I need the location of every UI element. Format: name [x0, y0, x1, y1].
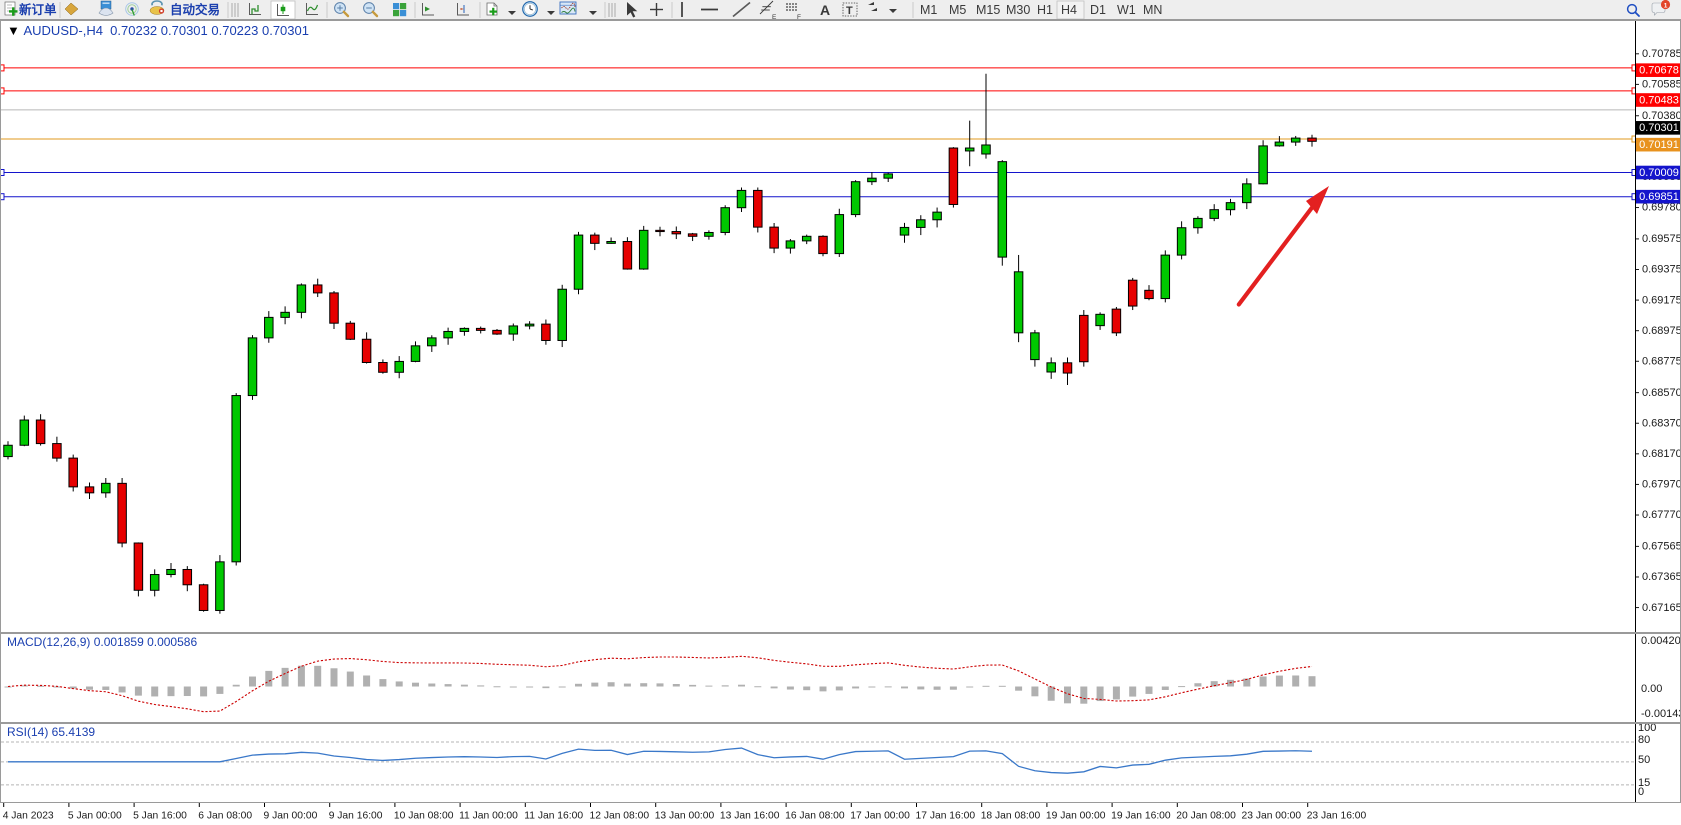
svg-text:5 Jan 00:00: 5 Jan 00:00 — [68, 811, 122, 822]
svg-text:23 Jan 16:00: 23 Jan 16:00 — [1307, 811, 1367, 822]
svg-text:10 Jan 08:00: 10 Jan 08:00 — [394, 811, 454, 822]
svg-text:0.68570: 0.68570 — [1642, 387, 1681, 399]
svg-text:0.67365: 0.67365 — [1642, 571, 1681, 583]
svg-text:M1: M1 — [920, 3, 937, 17]
svg-text:0.68975: 0.68975 — [1642, 325, 1681, 337]
svg-text:23 Jan 00:00: 23 Jan 00:00 — [1242, 811, 1302, 822]
svg-text:0.67970: 0.67970 — [1642, 479, 1681, 491]
svg-text:6 Jan 08:00: 6 Jan 08:00 — [198, 811, 252, 822]
svg-text:0.68170: 0.68170 — [1642, 448, 1681, 460]
svg-text:9 Jan 16:00: 9 Jan 16:00 — [329, 811, 383, 822]
svg-text:4 Jan 2023: 4 Jan 2023 — [3, 811, 54, 822]
svg-text:0.70009: 0.70009 — [1639, 167, 1679, 179]
svg-text:自动交易: 自动交易 — [170, 2, 220, 17]
svg-text:13 Jan 16:00: 13 Jan 16:00 — [720, 811, 780, 822]
svg-text:11 Jan 00:00: 11 Jan 00:00 — [459, 811, 518, 822]
svg-text:19 Jan 00:00: 19 Jan 00:00 — [1046, 811, 1106, 822]
svg-text:M30: M30 — [1006, 3, 1030, 17]
svg-text:MN: MN — [1143, 3, 1162, 17]
svg-text:0.70678: 0.70678 — [1639, 65, 1679, 77]
svg-text:M15: M15 — [976, 3, 1000, 17]
svg-text:0.69851: 0.69851 — [1639, 191, 1679, 203]
svg-text:17 Jan 00:00: 17 Jan 00:00 — [850, 811, 910, 822]
svg-text:0.67565: 0.67565 — [1642, 541, 1681, 553]
svg-text:D1: D1 — [1090, 3, 1106, 17]
svg-text:0.69175: 0.69175 — [1642, 294, 1681, 306]
svg-text:0.69780: 0.69780 — [1642, 202, 1681, 214]
svg-text:H4: H4 — [1061, 3, 1077, 17]
svg-text:0.70380: 0.70380 — [1642, 110, 1681, 122]
svg-text:0.67165: 0.67165 — [1642, 602, 1681, 614]
svg-text:18 Jan 08:00: 18 Jan 08:00 — [981, 811, 1041, 822]
svg-text:9 Jan 00:00: 9 Jan 00:00 — [264, 811, 318, 822]
svg-text:0.69575: 0.69575 — [1642, 233, 1681, 245]
svg-text:0.70585: 0.70585 — [1642, 79, 1681, 91]
svg-text:20 Jan 08:00: 20 Jan 08:00 — [1176, 811, 1236, 822]
svg-text:M5: M5 — [949, 3, 966, 17]
svg-text:17 Jan 16:00: 17 Jan 16:00 — [916, 811, 976, 822]
svg-text:0.68370: 0.68370 — [1642, 417, 1681, 429]
svg-text:19 Jan 16:00: 19 Jan 16:00 — [1111, 811, 1171, 822]
svg-text:12 Jan 08:00: 12 Jan 08:00 — [590, 811, 650, 822]
svg-text:0.67770: 0.67770 — [1642, 509, 1681, 521]
svg-text:0.70483: 0.70483 — [1639, 94, 1679, 106]
svg-text:T: T — [846, 5, 853, 17]
svg-text:0.68775: 0.68775 — [1642, 355, 1681, 367]
svg-text:0.69375: 0.69375 — [1642, 264, 1681, 276]
svg-text:11 Jan 16:00: 11 Jan 16:00 — [524, 811, 583, 822]
svg-text:H1: H1 — [1037, 3, 1053, 17]
svg-text:A: A — [820, 2, 830, 18]
svg-text:13 Jan 00:00: 13 Jan 00:00 — [655, 811, 715, 822]
svg-text:新订单: 新订单 — [19, 2, 57, 17]
svg-text:0.70301: 0.70301 — [1639, 122, 1679, 134]
svg-text:1: 1 — [1664, 2, 1668, 9]
svg-text:W1: W1 — [1117, 3, 1136, 17]
svg-text:0.70191: 0.70191 — [1639, 139, 1679, 151]
svg-text:5 Jan 16:00: 5 Jan 16:00 — [133, 811, 187, 822]
svg-text:16 Jan 08:00: 16 Jan 08:00 — [785, 811, 845, 822]
svg-text:0.70785: 0.70785 — [1642, 48, 1681, 60]
